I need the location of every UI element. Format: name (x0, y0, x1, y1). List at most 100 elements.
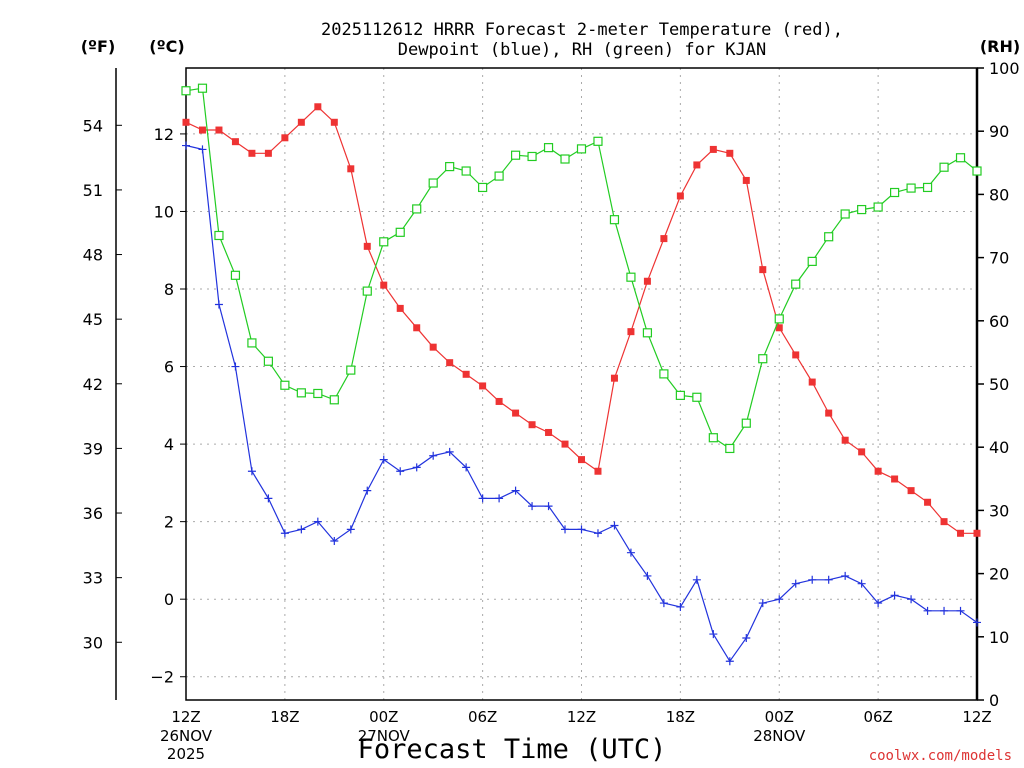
relative-humidity-point (741, 418, 751, 428)
dewpoint-point (182, 141, 190, 150)
2-meter-temperature-point (891, 475, 899, 483)
2-meter-temperature-point (198, 126, 206, 134)
2-meter-temperature-point (248, 149, 256, 157)
dewpoint-point (709, 630, 718, 639)
2-meter-temperature-point (610, 374, 618, 382)
2-meter-temperature-point (924, 498, 932, 506)
2-meter-temperature-point (808, 378, 816, 386)
fahrenheit-tick-label: 30 (83, 633, 103, 652)
relative-humidity-point (708, 433, 718, 443)
2-meter-temperature-point (775, 324, 783, 332)
chart-title-line2: Dewpoint (blue), RH (green) for KJAN (398, 40, 766, 60)
rh-tick-label: 0 (989, 691, 999, 710)
2-meter-temperature-point (330, 118, 338, 126)
relative-humidity-point (774, 314, 784, 324)
watermark: coolwx.com/models (869, 748, 1012, 764)
dewpoint-point (412, 463, 421, 472)
fahrenheit-tick-label: 51 (83, 181, 103, 200)
2-meter-temperature-point (446, 359, 454, 367)
2-meter-temperature-point (512, 409, 520, 417)
dewpoint-point (857, 579, 866, 588)
dewpoint-point (874, 599, 883, 608)
dewpoint-point (808, 575, 817, 584)
2-meter-temperature-point (676, 192, 684, 200)
relative-humidity-point (527, 151, 537, 162)
2-meter-temperature-point (759, 266, 767, 274)
relative-humidity-point (609, 215, 620, 225)
relative-humidity-point (824, 232, 834, 242)
rh-tick-label: 100 (989, 59, 1020, 78)
2-meter-temperature-point (182, 118, 190, 126)
dewpoint-point (824, 575, 833, 584)
2-meter-temperature-point (479, 382, 487, 390)
relative-humidity-point (560, 154, 570, 164)
2-meter-temperature-point (825, 409, 833, 417)
2-meter-temperature-point (973, 529, 981, 537)
dewpoint-point (775, 595, 784, 604)
relative-humidity-point (576, 144, 587, 154)
celsius-tick-label: 12 (154, 125, 174, 144)
2-meter-temperature-point (858, 448, 866, 456)
celsius-tick-label: 8 (164, 280, 174, 299)
relative-humidity-point (857, 204, 867, 215)
dewpoint-point (659, 599, 668, 608)
2-meter-temperature-point (545, 428, 553, 436)
2-meter-temperature-point (314, 103, 322, 111)
rh-tick-label: 50 (989, 375, 1009, 394)
dewpoint-point (841, 571, 850, 580)
dewpoint-point (462, 463, 471, 472)
relative-humidity-point (445, 161, 455, 172)
chart-title-line1: 2025112612 HRRR Forecast 2-meter Tempera… (321, 20, 843, 40)
relative-humidity-point (461, 166, 471, 176)
celsius-tick-label: 6 (164, 358, 174, 377)
2-meter-temperature-point (528, 421, 536, 429)
x-tick-label: 12Z (962, 708, 991, 726)
dewpoint-point (445, 447, 454, 456)
relative-humidity-point (362, 286, 372, 296)
dewpoint-point (231, 362, 240, 371)
fahrenheit-tick-label: 33 (83, 569, 103, 588)
dewpoint-point (973, 618, 981, 627)
rh-tick-label: 10 (989, 628, 1009, 647)
2-meter-temperature-point (281, 134, 289, 142)
relative-humidity-point (626, 272, 636, 282)
dewpoint-point (643, 571, 652, 580)
relative-humidity-point (247, 338, 257, 348)
dewpoint-point (544, 502, 553, 511)
dewpoint-point (907, 595, 916, 604)
dewpoint-point (610, 521, 619, 530)
relative-humidity-point (642, 328, 653, 338)
relative-humidity-point (395, 227, 405, 237)
fahrenheit-tick-label: 36 (83, 504, 103, 523)
dewpoint-point (363, 486, 372, 495)
dewpoint-point (626, 548, 635, 557)
2-meter-temperature-point (907, 487, 915, 495)
x-tick-label: 00Z (765, 708, 794, 726)
2-meter-temperature-point (940, 518, 948, 526)
relative-humidity-point (181, 86, 191, 96)
dewpoint-point (940, 606, 949, 615)
relative-humidity-point (873, 202, 883, 212)
relative-humidity-point (692, 392, 702, 402)
2-meter-temperature-point (792, 351, 800, 359)
celsius-unit-label: (ºC) (149, 37, 184, 56)
date-label: 27NOV (358, 727, 411, 745)
dewpoint-point (379, 455, 388, 464)
2-meter-temperature-point (462, 370, 470, 378)
relative-humidity-point (263, 356, 273, 366)
relative-humidity-point (972, 166, 982, 176)
relative-humidity-point (922, 182, 933, 193)
relative-humidity-point (494, 171, 504, 181)
x-tick-label: 06Z (468, 708, 497, 726)
relative-humidity-point (214, 230, 224, 241)
relative-humidity-point (906, 183, 916, 193)
dewpoint-point (478, 494, 487, 503)
fahrenheit-tick-label: 48 (83, 246, 103, 265)
2-meter-temperature-point (396, 304, 404, 312)
dewpoint-point (692, 575, 701, 584)
dewpoint-point (198, 145, 207, 154)
rh-tick-label: 60 (989, 312, 1009, 331)
dewpoint-point (297, 525, 306, 534)
date-label: 26NOV (160, 727, 213, 745)
2-meter-temperature-point (643, 277, 651, 285)
